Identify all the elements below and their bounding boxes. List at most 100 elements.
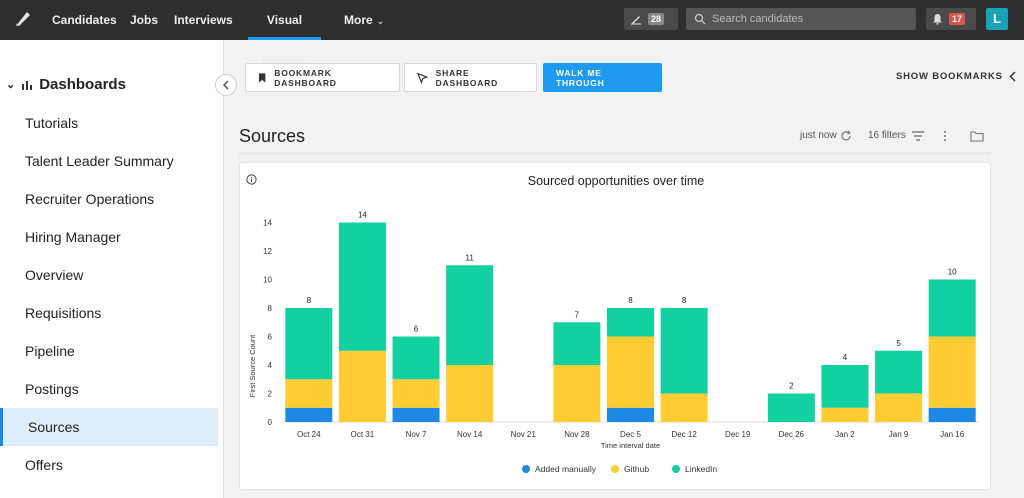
filters-button[interactable]: 16 filters (868, 130, 924, 141)
pencil-icon (631, 16, 641, 25)
sidebar-item-offers[interactable]: Offers (25, 457, 63, 473)
edit-counter-button[interactable]: 28 (624, 8, 678, 30)
share-dashboard-button[interactable]: SHARE DASHBOARD (404, 63, 537, 92)
legend-label: Added manually (535, 464, 597, 474)
bookmark-dashboard-label: BOOKMARK DASHBOARD (274, 67, 337, 88)
folder-icon[interactable] (970, 130, 984, 142)
bar-segment (392, 407, 440, 422)
x-tick-label: Dec 5 (620, 430, 641, 439)
bar-segment (660, 308, 708, 394)
sidebar-item-recruiter-operations[interactable]: Recruiter Operations (25, 191, 155, 207)
logo-icon[interactable] (12, 8, 34, 30)
nav-visual-insights[interactable]: Visual Insights (248, 0, 321, 67)
notification-count-badge: 17 (949, 13, 966, 25)
bar-segment (875, 350, 923, 394)
y-tick-label: 14 (263, 219, 272, 228)
filters-label: 16 filters (868, 130, 906, 141)
bar-segment (660, 393, 708, 422)
collapse-sidebar-button[interactable] (215, 74, 237, 96)
info-icon[interactable] (246, 174, 257, 185)
bar-segment (553, 322, 601, 365)
sidebar-item-tutorials[interactable]: Tutorials (25, 115, 79, 131)
walk-me-through-button[interactable]: WALK ME THROUGH (543, 63, 662, 92)
bar-segment (821, 407, 869, 422)
chevron-down-icon: ⌄ (6, 79, 16, 91)
chart-title-row: Sourced opportunities over time (240, 174, 992, 188)
bar-segment (607, 407, 654, 422)
x-tick-label: Jan 9 (889, 430, 909, 439)
search-box[interactable] (686, 8, 916, 30)
nav-candidates[interactable]: Candidates (52, 13, 117, 27)
nav-more[interactable]: More ⌄ (344, 0, 384, 40)
sidebar-item-sources[interactable]: Sources (0, 408, 218, 446)
x-tick-label: Jan 16 (940, 430, 965, 439)
nav-jobs[interactable]: Jobs (130, 13, 159, 27)
y-tick-label: 4 (268, 361, 273, 370)
dashboards-heading[interactable]: ⌄ Dashboards (6, 76, 126, 93)
bar-segment (553, 365, 601, 422)
bar-total-label: 14 (358, 211, 367, 220)
refresh-icon[interactable] (840, 130, 852, 142)
cursor-icon (417, 72, 428, 84)
more-vertical-icon[interactable] (942, 130, 948, 142)
avatar[interactable]: L (986, 8, 1008, 30)
nav-interviews[interactable]: Interviews (174, 13, 233, 27)
bar-segment (338, 222, 386, 351)
sidebar-item-pipeline[interactable]: Pipeline (25, 343, 75, 359)
bar-total-label: 4 (843, 353, 848, 362)
sourced-opportunities-chart: 0 2 4 6 8 10 12 14 First Source Count 8 Oct 24 14 Oc… (248, 211, 979, 474)
sidebar-item-overview[interactable]: Overview (25, 267, 84, 283)
bar-segment (821, 365, 869, 408)
bar-total-label: 6 (414, 325, 419, 334)
sidebar-item-talent-leader-summary[interactable]: Talent Leader Summary (25, 153, 174, 169)
bell-icon (933, 14, 942, 25)
sidebar-item-hiring-manager[interactable]: Hiring Manager (25, 229, 121, 245)
bar-total-label: 8 (307, 296, 312, 305)
chevron-down-icon: ⌄ (376, 16, 385, 26)
y-tick-label: 2 (268, 390, 273, 399)
notifications-button[interactable]: 17 (926, 8, 976, 30)
sidebar-item-requisitions[interactable]: Requisitions (25, 305, 102, 321)
search-input[interactable] (712, 13, 902, 25)
bookmark-icon (258, 72, 266, 83)
x-tick-label: Nov 28 (564, 430, 590, 439)
top-nav: Candidates Jobs Interviews Visual Insigh… (0, 0, 1024, 67)
dashboards-heading-label: Dashboards (39, 76, 126, 93)
show-bookmarks-button[interactable]: SHOW BOOKMARKS (896, 71, 1016, 82)
legend-label: LinkedIn (685, 464, 717, 474)
y-tick-label: 0 (268, 418, 273, 427)
last-updated-text: just now (800, 130, 837, 141)
bar-total-label: 7 (575, 310, 580, 319)
x-tick-label: Dec 26 (779, 430, 805, 439)
bar-segment (285, 308, 333, 380)
x-tick-label: Nov 7 (406, 430, 427, 439)
chevron-left-icon (222, 80, 229, 90)
bar-total-label: 10 (948, 268, 957, 277)
legend-swatch (522, 465, 530, 473)
bar-chart-icon (22, 81, 33, 90)
legend-label: Github (624, 464, 649, 474)
bar-segment (607, 336, 654, 408)
x-axis-title: Time interval date (601, 441, 660, 450)
last-updated: just now (800, 130, 837, 141)
chevron-left-icon (1009, 71, 1016, 82)
share-dashboard-label: SHARE DASHBOARD (435, 67, 499, 88)
bar-segment (875, 393, 923, 422)
y-tick-label: 10 (263, 276, 272, 285)
bar-segment (767, 393, 815, 422)
bar-total-label: 11 (465, 253, 474, 262)
header-divider (239, 152, 991, 155)
chart-title: Sourced opportunities over time (527, 174, 705, 188)
search-icon (694, 13, 706, 25)
bar-segment (928, 336, 976, 408)
bar-total-label: 8 (682, 296, 687, 305)
bar-total-label: 2 (789, 382, 794, 391)
bar-segment (285, 407, 333, 422)
x-tick-label: Oct 31 (351, 430, 375, 439)
bookmark-dashboard-button[interactable]: BOOKMARK DASHBOARD (245, 63, 400, 92)
legend-swatch (611, 465, 619, 473)
walk-me-through-label: WALK ME THROUGH (556, 67, 605, 88)
sidebar-item-postings[interactable]: Postings (25, 381, 79, 397)
legend-swatch (672, 465, 680, 473)
x-tick-label: Jan 2 (835, 430, 855, 439)
